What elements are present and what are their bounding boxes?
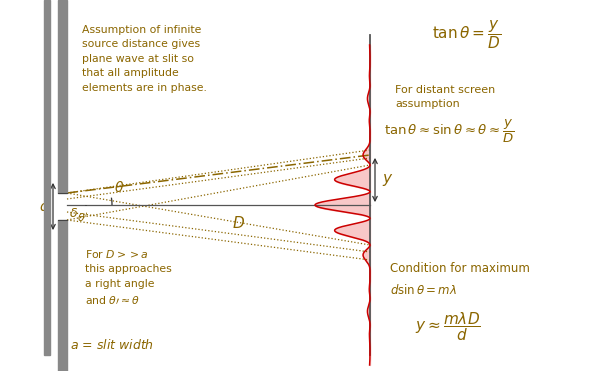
Text: $a$ = slit width: $a$ = slit width [70,338,154,352]
Text: $\tan\theta \approx \sin\theta \approx \theta \approx \dfrac{y}{D}$: $\tan\theta \approx \sin\theta \approx \… [384,118,514,145]
Text: $\tan\theta = \dfrac{y}{D}$: $\tan\theta = \dfrac{y}{D}$ [432,18,501,51]
Text: For $D >> a$
this approaches
a right angle
and $\theta\prime \approx \theta$: For $D >> a$ this approaches a right ang… [85,248,172,306]
Bar [58,220,67,371]
Text: $\theta'$: $\theta'$ [77,210,88,223]
Bar [58,0,67,193]
Text: For distant screen
assumption: For distant screen assumption [395,85,495,109]
Text: $y$: $y$ [382,172,394,188]
Text: Assumption of infinite
source distance gives
plane wave at slit so
that all ampl: Assumption of infinite source distance g… [82,25,207,93]
Bar [44,0,50,355]
Text: $y \approx \dfrac{m\lambda D}{d}$: $y \approx \dfrac{m\lambda D}{d}$ [415,310,481,343]
Text: $\delta$: $\delta$ [69,207,78,220]
Text: $\theta$: $\theta$ [114,180,124,195]
Text: $D$: $D$ [232,215,245,231]
Text: Condition for maximum
$d\sin\theta = m\lambda$: Condition for maximum $d\sin\theta = m\l… [390,262,530,297]
Text: $d$: $d$ [38,199,49,214]
